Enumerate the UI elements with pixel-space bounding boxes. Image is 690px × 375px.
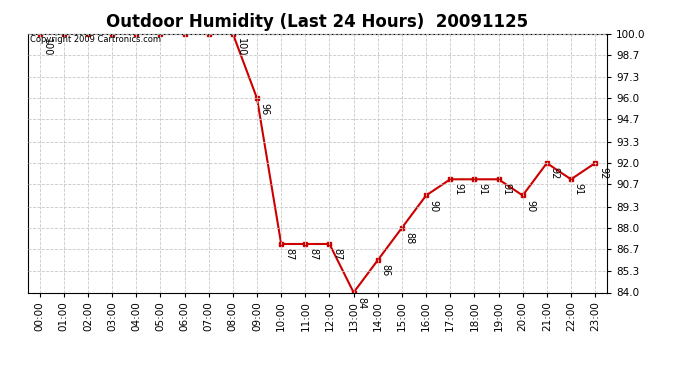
Text: 100: 100: [236, 38, 246, 56]
Text: 84: 84: [357, 297, 366, 309]
Text: 96: 96: [260, 103, 270, 115]
Text: 87: 87: [333, 248, 342, 261]
Text: 87: 87: [308, 248, 318, 261]
Text: 92: 92: [598, 167, 608, 180]
Text: 86: 86: [381, 264, 391, 277]
Text: 91: 91: [574, 183, 584, 196]
Text: Copyright 2009 Cartronics.com: Copyright 2009 Cartronics.com: [30, 35, 161, 44]
Title: Outdoor Humidity (Last 24 Hours)  20091125: Outdoor Humidity (Last 24 Hours) 2009112…: [106, 13, 529, 31]
Text: 91: 91: [453, 183, 463, 196]
Text: 91: 91: [502, 183, 511, 196]
Text: 88: 88: [405, 232, 415, 244]
Text: 91: 91: [477, 183, 487, 196]
Text: 92: 92: [550, 167, 560, 180]
Text: 87: 87: [284, 248, 294, 261]
Text: 90: 90: [526, 200, 535, 212]
Text: 90: 90: [429, 200, 439, 212]
Text: 100: 100: [43, 38, 52, 56]
